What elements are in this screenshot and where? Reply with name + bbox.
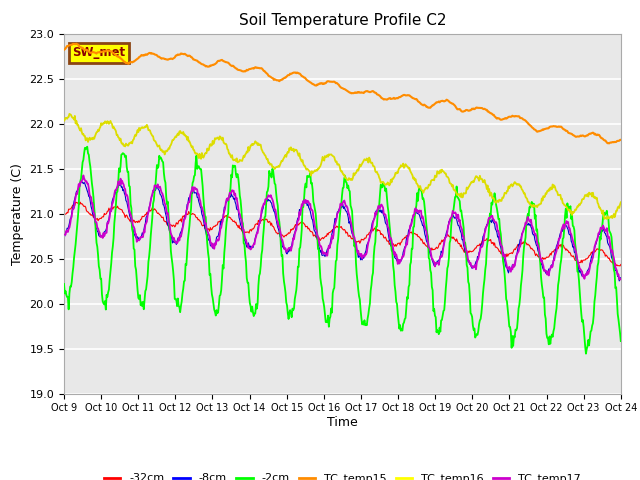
Y-axis label: Temperature (C): Temperature (C)	[11, 163, 24, 264]
Title: Soil Temperature Profile C2: Soil Temperature Profile C2	[239, 13, 446, 28]
Legend: -32cm, -8cm, -2cm, TC_temp15, TC_temp16, TC_temp17: -32cm, -8cm, -2cm, TC_temp15, TC_temp16,…	[99, 469, 586, 480]
X-axis label: Time: Time	[327, 416, 358, 429]
Text: SW_met: SW_met	[72, 46, 125, 59]
